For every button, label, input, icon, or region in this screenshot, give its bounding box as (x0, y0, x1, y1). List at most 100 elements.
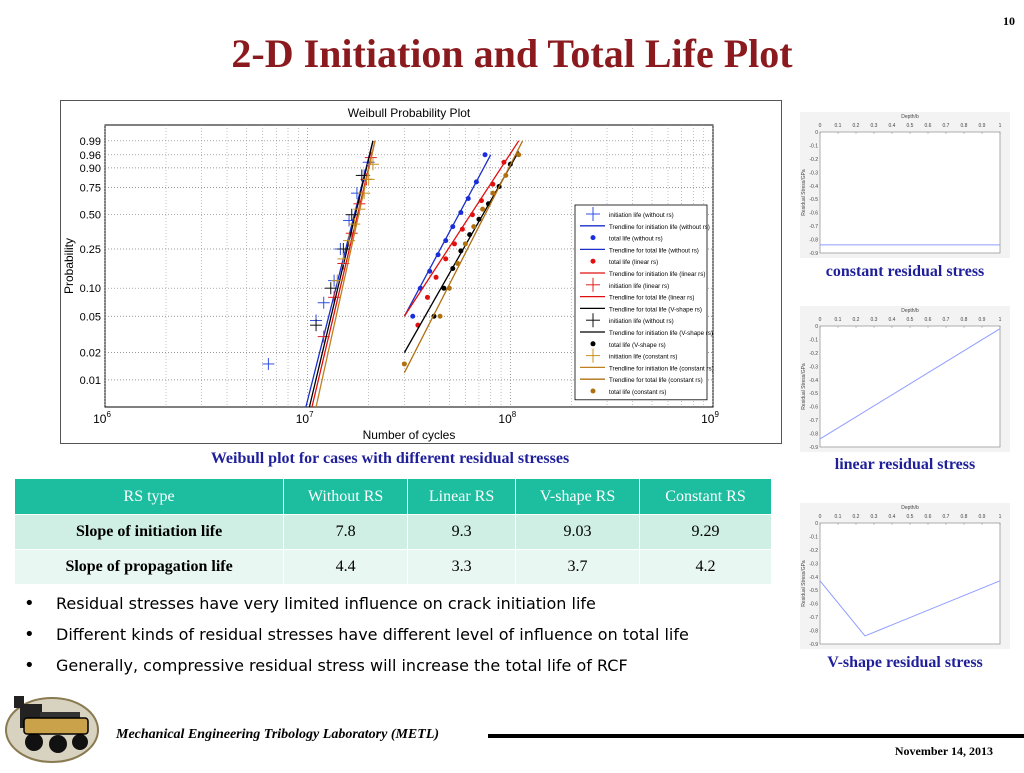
table-cell: 3.7 (515, 549, 641, 585)
weibull-caption: Weibull plot for cases with different re… (210, 450, 570, 467)
rs-y-tick-label: -0.4 (809, 184, 818, 190)
plus-marker (310, 319, 323, 332)
data-point (467, 232, 473, 238)
y-tick-label: 0.02 (80, 348, 101, 360)
legend-entry: Trendline for total life (constant rs) (580, 377, 703, 384)
rs-x-tick-label: 0.6 (925, 514, 932, 520)
rs-x-tick-label: 0.9 (979, 123, 986, 129)
rs-x-tick-label: 0 (819, 317, 822, 323)
rs-x-tick-label: 0.8 (961, 317, 968, 323)
table-cell: 9.3 (407, 514, 517, 550)
legend-dot-swatch (590, 258, 596, 264)
plus-marker (362, 173, 375, 186)
legend-dot-swatch (590, 235, 596, 241)
rs-x-tick-label: 0.5 (907, 514, 914, 520)
data-point (482, 152, 488, 158)
data-point (424, 294, 430, 300)
data-point (455, 260, 461, 266)
plus-marker (317, 296, 330, 309)
rs-y-tick-label: -0.8 (809, 629, 818, 635)
vshape-rs-caption: V-shape residual stress (827, 654, 983, 671)
x-tick-label: 107 (296, 410, 314, 426)
table-header-cell: V-shape RS (515, 478, 641, 515)
purdue-train-logo (0, 678, 108, 768)
legend-entry: total life (constant rs) (590, 388, 666, 396)
table-cell: 4.2 (639, 549, 772, 585)
bullet-item: • Residual stresses have very limited inf… (14, 590, 794, 621)
rs-y-tick-label: -0.6 (809, 405, 818, 411)
bullet-text: Generally, compressive residual stress w… (56, 656, 628, 675)
rs-profile-line (819, 580, 1001, 637)
rs-x-tick-label: 0.2 (853, 123, 860, 129)
footer-lab-name: Mechanical Engineering Tribology Laborat… (116, 727, 440, 742)
y-tick-label: 0.75 (80, 183, 101, 195)
rs-y-tick-label: -0.4 (809, 575, 818, 581)
data-point (446, 285, 452, 291)
data-point (437, 313, 443, 319)
slide-number: 10 (1003, 14, 1015, 28)
bullet-list: • Residual stresses have very limited inf… (14, 590, 794, 683)
rs-y-tick-label: -0.5 (809, 588, 818, 594)
rs-x-tick-label: 0.1 (835, 317, 842, 323)
rs-x-tick-label: 1 (999, 123, 1002, 129)
constant-rs-chart: Depth/b 0 0.1 0.2 0.3 0.4 0.5 0.6 0.7 0.8 0.9 1 0 -0.… (801, 114, 1002, 257)
data-point (490, 190, 496, 196)
trendline (403, 140, 524, 374)
weibull-chart: 106 107 108 109 0.01 0.02 0.05 0.10 0.25 0.50 0.75… (62, 106, 719, 442)
rs-x-tick-label: 0.6 (925, 317, 932, 323)
legend-label: Trendline for initiation life (V-shape r… (609, 330, 713, 337)
legend-entry: Trendline for initiation life (V-shape r… (580, 330, 713, 337)
row-label: Slope of propagation life (13, 549, 285, 585)
data-point (516, 152, 522, 158)
x-tick-label: 106 (93, 410, 111, 426)
legend-label: initiation life (without rs) (609, 318, 674, 325)
table-row: Slope of propagation life 4.4 3.3 3.7 4.… (13, 549, 772, 585)
legend-label: initiation life (linear rs) (609, 283, 669, 290)
bullet-dot-icon: • (24, 655, 35, 676)
plus-marker (337, 252, 350, 265)
y-tick-label: 0.90 (80, 163, 101, 175)
table-header-cell: Constant RS (639, 478, 772, 515)
data-point (401, 361, 407, 367)
rs-y-tick-label: -0.8 (809, 432, 818, 438)
legend-label: Trendline for total life (linear rs) (609, 295, 694, 302)
rs-x-tick-label: 0 (819, 123, 822, 129)
legend-entry: initiation life (without rs) (586, 313, 674, 328)
rs-slope-table: RS type Without RS Linear RS V-shape RS … (13, 478, 772, 585)
legend-label: Trendline for initiation life (constant … (609, 365, 714, 372)
data-point (433, 274, 439, 280)
rs-y-tick-label: -0.1 (809, 534, 818, 540)
bullet-text: Different kinds of residual stresses hav… (56, 625, 689, 644)
rs-x-tick-label: 0.4 (889, 123, 896, 129)
rs-y-tick-label: -0.9 (809, 251, 818, 257)
rs-x-tick-label: 0.3 (871, 123, 878, 129)
y-tick-label: 0.50 (80, 210, 101, 222)
rs-y-tick-label: -0.1 (809, 337, 818, 343)
table-cell: 7.8 (283, 514, 409, 550)
rs-y-tick-label: -0.3 (809, 364, 818, 370)
rs-y-tick-label: -0.1 (809, 143, 818, 149)
rs-x-tick-label: 0.7 (943, 317, 950, 323)
legend-label: total life (constant rs) (609, 389, 666, 396)
y-tick-label: 0.10 (80, 283, 101, 295)
rs-y-tick-label: -0.5 (809, 391, 818, 397)
rs-y-tick-label: 0 (815, 521, 818, 527)
rs-y-tick-label: -0.5 (809, 197, 818, 203)
table-cell: 9.03 (515, 514, 641, 550)
legend-entry: Trendline for initiation life (constant … (580, 365, 714, 372)
rs-y-tick-label: -0.9 (809, 445, 818, 451)
y-axis-label: Probability (62, 238, 76, 294)
data-point (480, 206, 486, 212)
legend-label: Trendline for initiation life (without r… (609, 224, 710, 231)
legend-entry: initiation life (linear rs) (586, 277, 669, 292)
rs-x-tick-label: 0.4 (889, 514, 896, 520)
rs-y-tick-label: -0.4 (809, 378, 818, 384)
rs-y-axis-label: Residual Stress/GPa (801, 560, 807, 607)
y-tick-label: 0.99 (80, 136, 101, 148)
rs-y-tick-label: -0.6 (809, 602, 818, 608)
legend-label: initiation life (without rs) (609, 212, 674, 219)
rs-x-tick-label: 0.6 (925, 123, 932, 129)
rs-y-tick-label: -0.8 (809, 238, 818, 244)
legend-dot-swatch (590, 341, 596, 347)
legend-label: initiation life (constant rs) (609, 354, 677, 361)
